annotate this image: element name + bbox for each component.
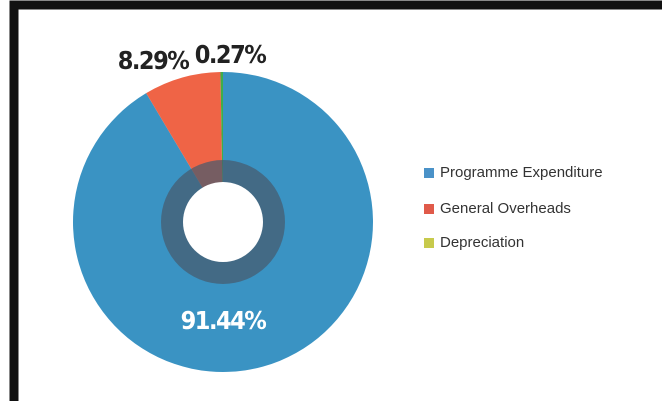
value-label: 8.29% [118,46,189,75]
hole [183,182,263,262]
value-label: 91.44% [181,306,267,335]
legend-text: Depreciation [440,234,524,251]
frame [9,0,662,401]
value-label: 0.27% [195,40,266,69]
legend-swatch [424,238,434,248]
legend-text: General Overheads [440,200,571,217]
legend-swatch [424,168,434,178]
legend-text: Programme Expenditure [440,164,603,181]
legend-swatch [424,204,434,214]
